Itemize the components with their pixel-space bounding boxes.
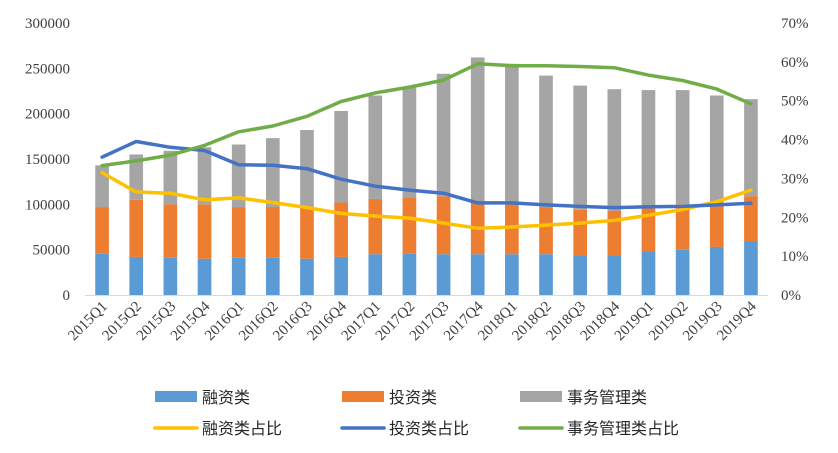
bar-segment [744,241,758,295]
legend-label: 事务管理类占比 [567,420,679,438]
legend-swatch [520,391,562,402]
bar-segment [470,254,485,295]
legend-label: 投资类占比 [389,420,469,438]
bar-segment [744,99,758,197]
bar-segment [265,257,280,295]
bar-segment [573,85,588,210]
bar-segment [95,253,109,295]
bar-segment [129,256,144,295]
y-left-tick-label: 0 [63,288,71,304]
bar-segment [163,150,178,205]
bar-segment [402,197,417,254]
bar-segment [231,207,246,258]
legend-label: 投资类 [389,389,437,407]
bar-segment [334,202,348,257]
bar-segment [505,63,519,203]
y-left-tick-label: 100000 [25,197,70,213]
bar-segment [265,138,280,208]
bar-segment [368,254,383,295]
series-line [100,62,753,168]
bar-segment [505,254,519,295]
bar-segment [163,204,178,258]
bar-segment [368,95,383,199]
bar-segment [402,253,417,295]
y-right-tick-label: 0% [781,288,801,304]
bar-segment [368,198,383,255]
bar-segment [231,144,246,208]
bar-segment [607,255,622,295]
bar-segment [709,246,724,295]
y-right-tick-label: 20% [781,210,809,226]
bar-segment [334,110,348,203]
series-line [100,170,753,230]
bar-segment [163,257,178,295]
bar-segment [607,89,622,211]
bar-segment [436,254,451,295]
legend-label: 融资类占比 [202,420,282,438]
y-left-tick-label: 50000 [33,243,71,259]
x-tick-label: 2019Q4 [714,298,760,344]
y-right-tick-label: 50% [781,94,809,110]
bar-segment [539,254,553,295]
legend-label: 事务管理类 [567,389,647,407]
bar-segment [129,199,144,257]
y-right-tick-label: 60% [781,55,809,71]
bar-segment [709,95,724,203]
bar-segment [539,207,553,255]
bar-segment [744,196,758,242]
bar-segment [709,202,724,247]
bar-segment [300,258,314,295]
bar-segment [573,209,588,257]
bar-segment [265,207,280,258]
bar-segment [300,206,314,259]
y-left-tick-label: 300000 [25,16,70,32]
bar-segment [641,90,656,207]
bar-segment [95,207,109,254]
bar-segment [436,196,451,255]
legend-swatch [155,391,197,402]
y-right-tick-label: 40% [781,133,809,149]
bar-segment [197,204,212,259]
bar-segment [607,210,622,256]
bar-segment [197,147,212,205]
y-right-tick-label: 70% [781,16,809,32]
bar-segment [334,256,348,295]
y-right-tick-label: 30% [781,171,809,187]
bar-segment [402,86,417,198]
legend-swatch [342,391,384,402]
y-left-tick-label: 200000 [25,107,70,123]
bar-segment [231,257,246,295]
bar-segment [675,90,690,205]
bar-segment [539,75,553,208]
bar-segment [675,204,690,250]
bar-segment [436,73,451,197]
bar-segment [573,256,588,295]
bar-segment [470,57,485,202]
bar-segment [197,258,212,295]
y-left-tick-label: 150000 [25,152,70,168]
series-line [100,139,753,210]
y-left-tick-label: 250000 [25,61,70,77]
legend-label: 融资类 [202,389,250,407]
y-right-tick-label: 10% [781,249,809,265]
bar-segment [641,251,656,295]
bar-segment [675,249,690,295]
